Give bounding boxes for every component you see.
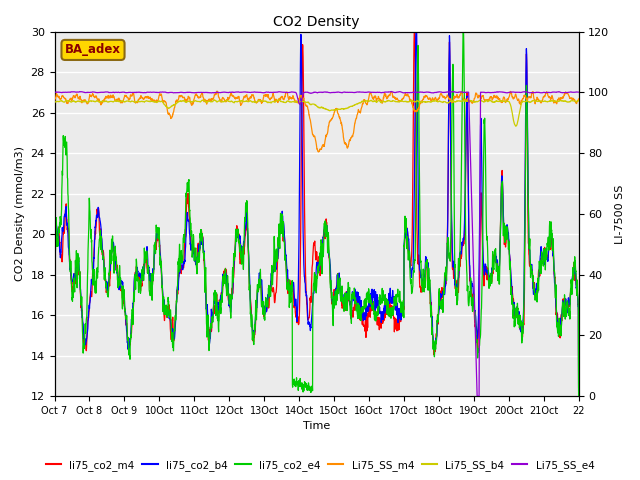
Title: CO2 Density: CO2 Density <box>273 15 360 29</box>
Y-axis label: LI-7500 SS: LI-7500 SS <box>615 184 625 243</box>
X-axis label: Time: Time <box>303 421 330 432</box>
Y-axis label: CO2 Density (mmol/m3): CO2 Density (mmol/m3) <box>15 146 25 281</box>
Text: BA_adex: BA_adex <box>65 43 121 57</box>
Legend: li75_co2_m4, li75_co2_b4, li75_co2_e4, Li75_SS_m4, Li75_SS_b4, Li75_SS_e4: li75_co2_m4, li75_co2_b4, li75_co2_e4, L… <box>42 456 598 475</box>
